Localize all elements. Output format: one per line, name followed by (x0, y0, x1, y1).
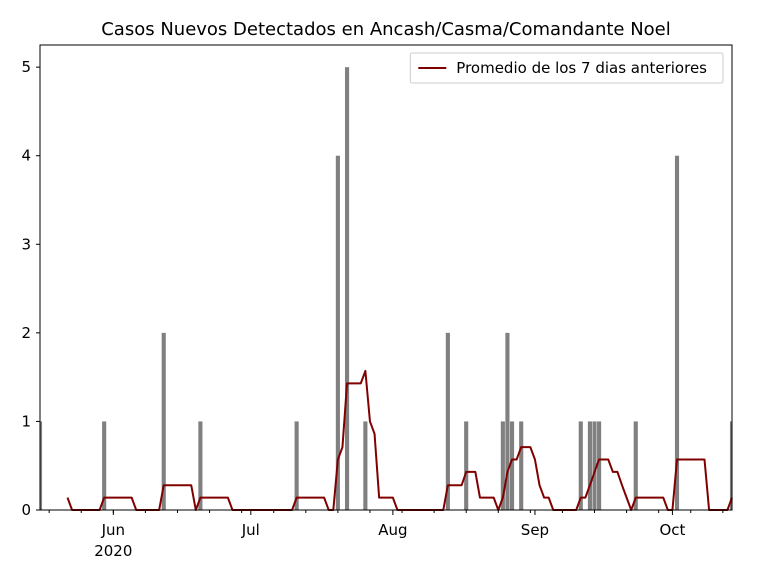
bar (519, 421, 524, 510)
bar (445, 332, 450, 510)
x-tick-label: Jun (101, 521, 125, 539)
legend-label: Promedio de los 7 dias anteriores (456, 59, 707, 77)
y-tick-label: 3 (21, 235, 31, 253)
legend: Promedio de los 7 dias anteriores (409, 52, 724, 84)
y-tick-label: 4 (21, 147, 31, 165)
bar (40, 421, 43, 510)
x-axis: Jun 2020 Jul Aug Sep Oct (48, 510, 724, 560)
x-tick-label: Sep (521, 521, 549, 539)
bars-layer (40, 67, 732, 511)
y-tick-label: 5 (21, 58, 31, 76)
bar (335, 155, 340, 510)
bar (500, 421, 505, 510)
plot-frame (39, 44, 733, 511)
bar (597, 421, 602, 510)
bar (294, 421, 299, 510)
y-tick-label: 2 (21, 324, 31, 342)
bar (344, 67, 350, 511)
bar (729, 421, 732, 510)
bar (198, 421, 203, 510)
y-axis: 0 1 2 3 4 5 (21, 58, 40, 519)
bar (633, 421, 638, 510)
bar (102, 421, 107, 510)
x-tick-sublabel: 2020 (94, 542, 132, 560)
bar (161, 332, 166, 510)
y-tick-label: 0 (21, 501, 31, 519)
bar (578, 421, 583, 510)
chart-title: Casos Nuevos Detectados en Ancash/Casma/… (101, 19, 671, 40)
x-tick-label: Oct (659, 521, 685, 539)
legend-box (409, 52, 724, 84)
x-tick-label: Jul (241, 521, 260, 539)
series-line (66, 369, 733, 511)
bar (464, 421, 469, 510)
bar (592, 421, 597, 510)
x-tick-label: Aug (378, 521, 407, 539)
line-layer (66, 369, 733, 511)
bar (509, 421, 515, 510)
bar (674, 155, 680, 510)
bar (505, 332, 510, 510)
bar (363, 421, 368, 510)
bar (587, 421, 592, 510)
y-tick-label: 1 (21, 412, 31, 430)
